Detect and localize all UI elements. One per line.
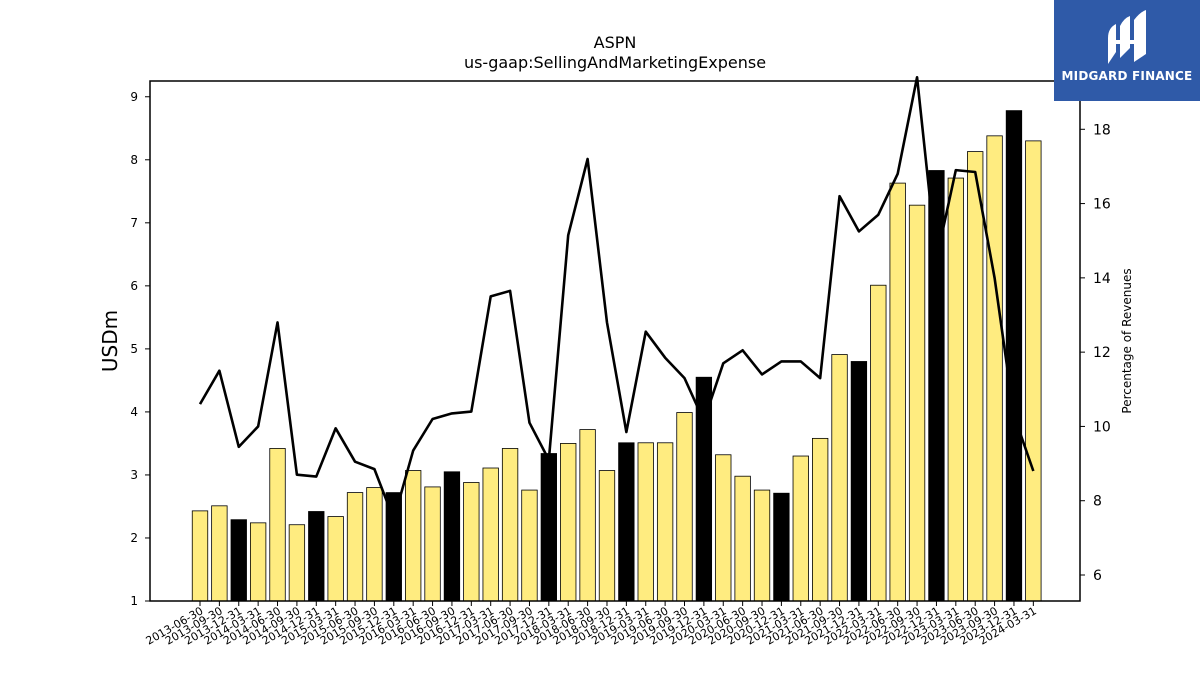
bar-2022-09-30 [908, 204, 926, 602]
bar-2013-12-31 [230, 519, 247, 602]
bar-2015-06-30 [346, 492, 364, 602]
bar-2022-03-31 [870, 284, 887, 602]
right-tick-label: 10 [1093, 419, 1111, 435]
bar-2023-12-31 [1005, 110, 1023, 602]
midgard-logo-icon [1108, 10, 1146, 64]
bar-2018-09-30 [598, 470, 616, 602]
bar-2018-12-31 [618, 442, 635, 602]
bar-2013-09-30 [211, 505, 228, 602]
bar-2016-06-30 [424, 486, 441, 602]
y2-axis-label: Percentage of Revenues [1120, 268, 1134, 413]
bar-2022-06-30 [889, 182, 906, 602]
left-tick-label: 2 [130, 531, 138, 545]
right-axis-ticks: 6 8 10 12 14 16 18 [1080, 122, 1111, 584]
midgard-finance-logo: MIDGARD FINANCE [1054, 0, 1200, 101]
bar-2016-12-31 [463, 482, 480, 602]
bar-2023-09-30 [986, 135, 1003, 602]
right-tick-label: 12 [1093, 345, 1111, 361]
right-tick-label: 18 [1093, 122, 1111, 138]
bar-2016-09-30 [443, 471, 461, 602]
percentage-of-revenues-line [198, 75, 1035, 521]
bar-2015-03-31 [327, 516, 344, 602]
left-tick-label: 1 [130, 594, 138, 608]
left-tick-label: 6 [130, 279, 138, 293]
right-tick-label: 6 [1093, 568, 1102, 584]
left-tick-label: 9 [130, 90, 138, 104]
bar-2020-09-30 [753, 489, 771, 602]
bar-2021-12-31 [850, 361, 868, 602]
bar-2017-09-30 [521, 489, 538, 602]
left-tick-label: 4 [130, 405, 138, 419]
bar-2019-03-31 [637, 442, 654, 602]
bar-2023-03-31 [947, 177, 964, 602]
left-tick-label: 3 [130, 468, 138, 482]
bar-2014-09-30 [288, 524, 306, 602]
bar-2017-06-30 [501, 448, 519, 602]
y-axis-label: USDm [98, 310, 122, 372]
right-tick-label: 14 [1093, 271, 1111, 287]
bar-2013-06-30 [191, 510, 209, 602]
bar-series [191, 110, 1042, 602]
left-tick-label: 7 [130, 216, 138, 230]
bar-2021-03-31 [792, 455, 809, 602]
bar-2018-06-30 [579, 429, 596, 602]
bar-2024-03-31 [1025, 140, 1042, 602]
bar-2019-06-30 [656, 442, 674, 602]
bar-2016-03-31 [405, 470, 422, 602]
bar-2017-03-31 [482, 467, 499, 602]
chart-title: ASPN [594, 33, 637, 52]
bar-2014-12-31 [308, 511, 325, 602]
bar-2014-03-31 [249, 522, 267, 602]
bar-2020-12-31 [773, 492, 790, 602]
bar-2020-06-30 [734, 475, 751, 602]
bar-2015-09-30 [366, 487, 383, 602]
chart-subtitle: us-gaap:SellingAndMarketingExpense [464, 53, 766, 72]
bar-2017-12-31 [540, 453, 557, 602]
left-tick-label: 5 [130, 342, 138, 356]
left-axis-ticks: 1 2 3 4 5 6 7 8 9 [130, 90, 150, 608]
logo-text: MIDGARD FINANCE [1061, 69, 1193, 83]
left-tick-label: 8 [130, 153, 138, 167]
bar-2021-06-30 [812, 437, 829, 602]
bar-2023-06-30 [967, 151, 984, 602]
bar-2021-09-30 [831, 354, 848, 602]
x-axis-ticks: 2013-06-302013-09-302013-12-312014-03-31… [144, 601, 1039, 648]
bar-2014-06-30 [269, 448, 286, 602]
right-tick-label: 16 [1093, 197, 1111, 213]
bar-2019-09-30 [676, 412, 693, 602]
right-tick-label: 8 [1093, 494, 1102, 510]
plot-frame [149, 80, 1081, 602]
bar-2020-03-31 [715, 454, 732, 602]
bar-2018-03-31 [560, 443, 577, 602]
